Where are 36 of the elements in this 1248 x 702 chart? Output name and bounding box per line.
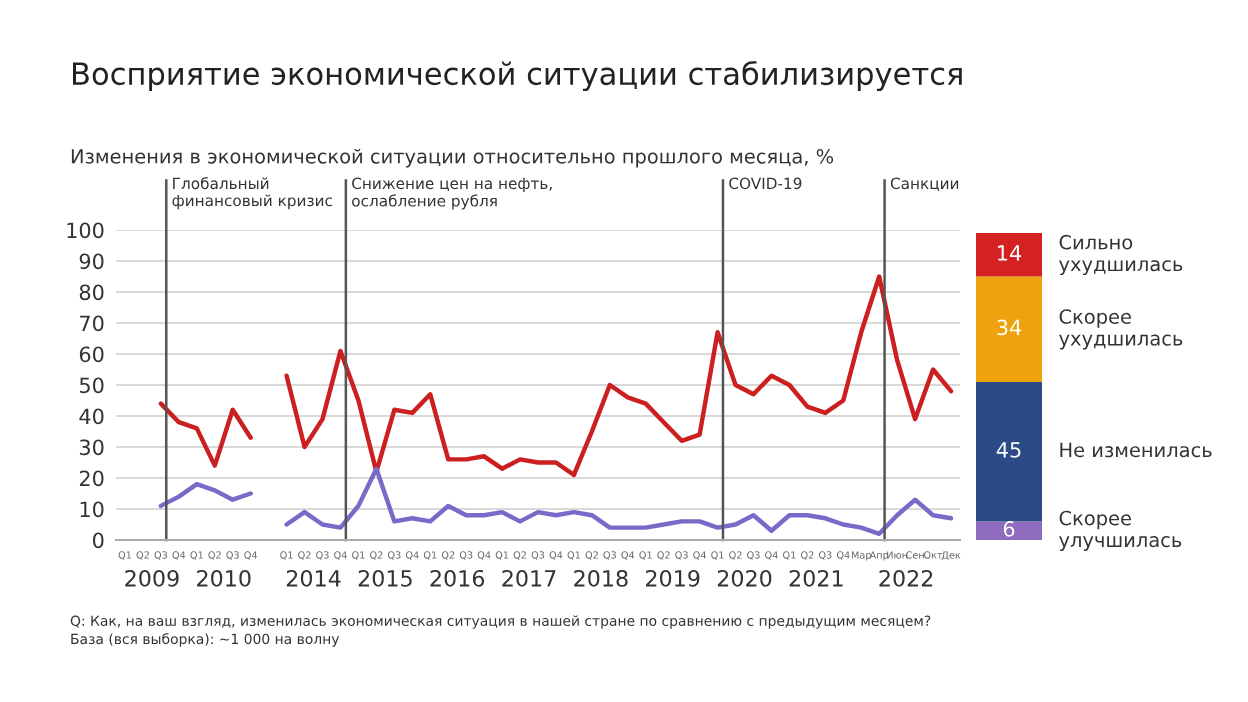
- data-label: 34: [997, 319, 1022, 336]
- text: 2017: [502, 569, 556, 587]
- y-tick-label: 70: [80, 315, 104, 332]
- y-tick-label: 50: [79, 377, 104, 394]
- y-tick-label: 20: [79, 470, 104, 487]
- data-label: 14: [998, 245, 1022, 261]
- text: 2015: [358, 569, 412, 587]
- text: 2019: [646, 569, 700, 587]
- y-tick-label: 80: [79, 284, 104, 301]
- data-label: 6: [1003, 520, 1015, 537]
- bar: [976, 521, 1042, 540]
- series-label: Не изменилась: [1060, 442, 1212, 458]
- y-tick-label: 60: [79, 346, 104, 363]
- y-tick-label: 100: [67, 222, 104, 239]
- text: 2009: [125, 569, 179, 587]
- data-label: 45: [996, 442, 1021, 458]
- text: 2018: [574, 569, 628, 587]
- text: 2022: [879, 569, 933, 587]
- y-tick-label: 90: [79, 253, 104, 270]
- y-tick-label: 0: [93, 532, 104, 549]
- text: 2016: [430, 569, 485, 587]
- text: 2020: [717, 569, 772, 587]
- bar: [976, 381, 1042, 522]
- bar: [976, 276, 1042, 382]
- series-label: Скорее ухудшилась: [1059, 309, 1183, 350]
- chart-subtitle: Изменения в экономической ситуации относительно прошлого месяца, %: [71, 148, 834, 168]
- y-tick-label: 10: [80, 501, 104, 518]
- chart-title: Восприятие экономической ситуации стабилизируется: [73, 60, 962, 92]
- series-label: Сильно ухудшилась: [1059, 234, 1183, 276]
- bar: [976, 233, 1042, 277]
- series-label: Скорее улучшилась: [1059, 510, 1182, 551]
- text: 2021: [789, 569, 843, 587]
- text: 2010: [197, 569, 251, 587]
- text: 2014: [286, 569, 341, 587]
- y-tick-label: 40: [79, 408, 104, 425]
- y-tick-label: 30: [79, 439, 104, 456]
